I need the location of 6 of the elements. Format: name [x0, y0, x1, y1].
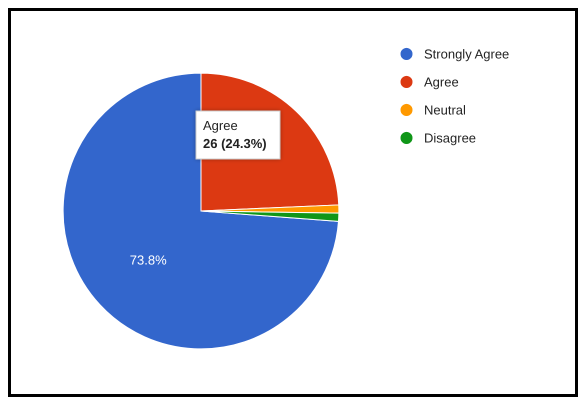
- legend-label: Agree: [424, 74, 459, 90]
- data-label: 73.8%: [130, 252, 168, 268]
- legend-label: Strongly Agree: [424, 46, 510, 62]
- text: Agree 26 (24.3%): [203, 118, 267, 151]
- legend-label: Disagree: [424, 130, 476, 146]
- legend-label: Neutral: [424, 102, 466, 118]
